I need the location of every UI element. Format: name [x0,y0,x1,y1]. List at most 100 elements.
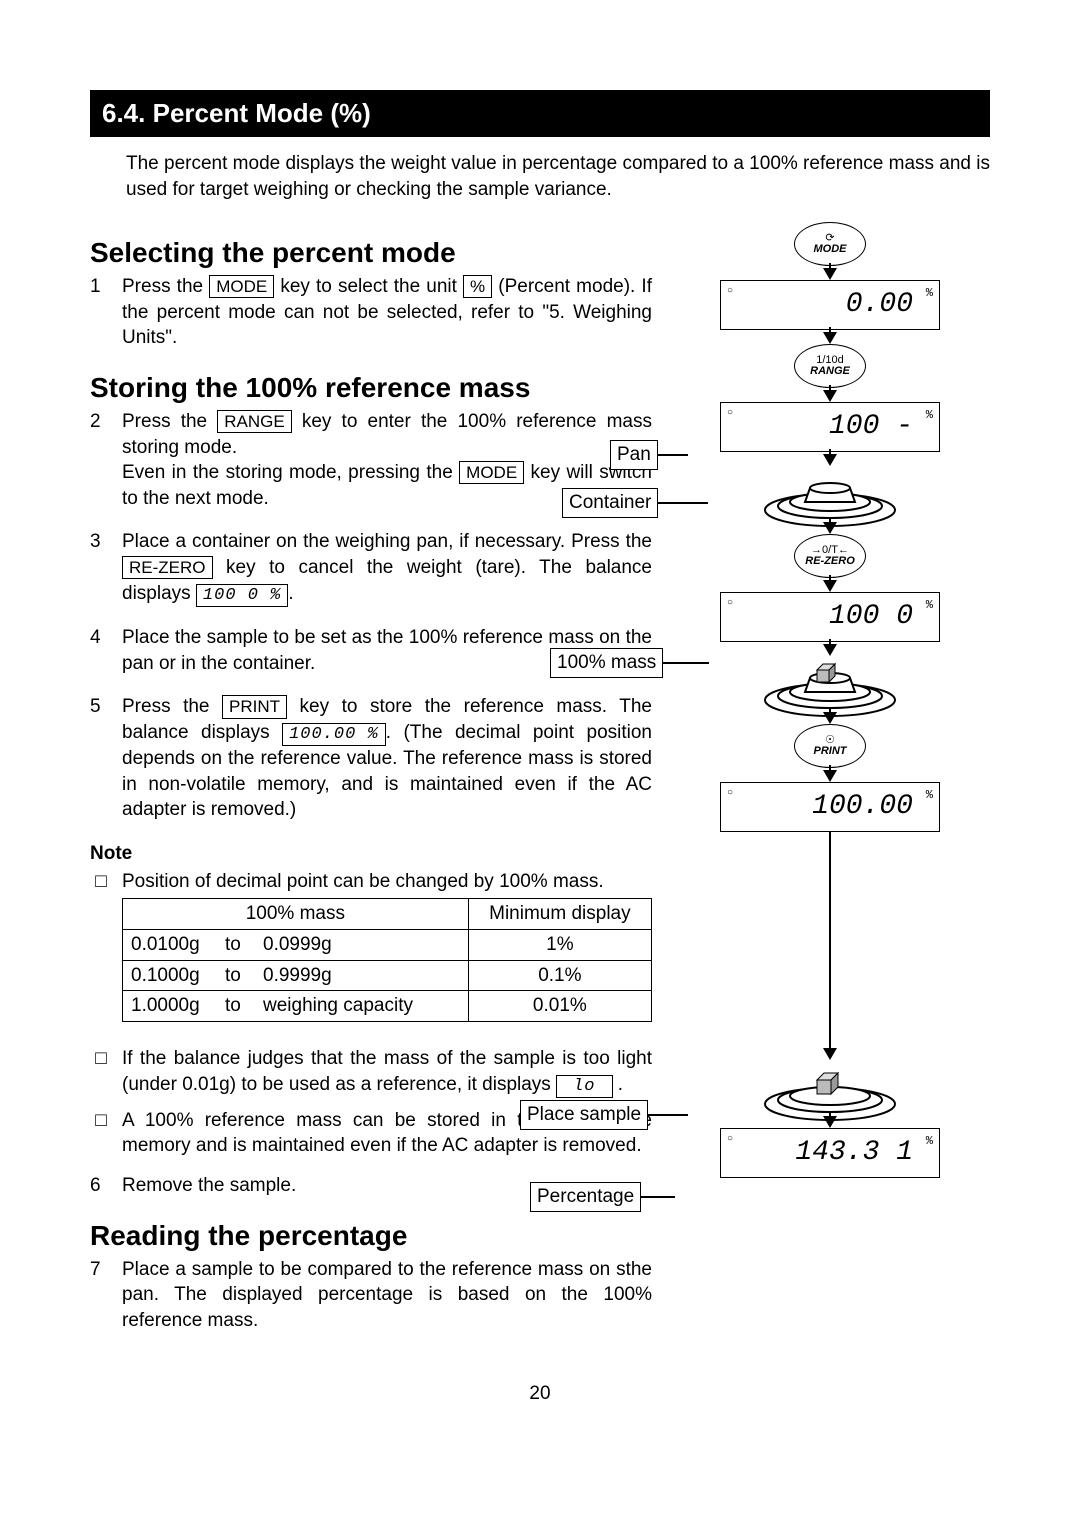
pan-sample-illustration [755,658,905,706]
step-number: 5 [90,694,112,823]
text: 0.9999g [263,963,332,989]
lcd-value: 143.3 1 [795,1134,913,1172]
text: Position of decimal point can be changed… [122,871,604,892]
table-cell-min: 1% [468,930,651,961]
arrow-down-icon [823,644,837,656]
step-number: 1 [90,274,112,351]
step-body: Press the PRINT key to store the referen… [122,694,652,823]
key-print: PRINT [222,695,287,718]
step-7: 7 Place a sample to be compared to the r… [90,1257,652,1334]
table-cell-range: 1.0000gtoweighing capacity [123,991,469,1022]
step-5: 5 Press the PRINT key to store the refer… [90,694,652,823]
table-cell-min: 0.1% [468,960,651,991]
label-container: Container [562,488,658,518]
pan-place-sample-illustration [755,1062,905,1110]
label-place-sample: Place sample [520,1100,648,1130]
button-mode-icon: ⟳ MODE [794,222,866,266]
heading-selecting: Selecting the percent mode [90,234,652,272]
note-bullet-2: □ If the balance judges that the mass of… [90,1046,652,1098]
two-column-layout: Selecting the percent mode 1 Press the M… [90,222,990,1351]
table-header: 100% mass [123,899,469,930]
text: . [288,583,293,604]
callout-line [658,502,708,504]
button-print-icon: ☉ PRINT [794,724,866,768]
arrow-down-icon [823,1116,837,1128]
callout-100mass: 100% mass [550,648,709,678]
mass-table: 100% mass Minimum display 0.0100gto0.099… [122,898,652,1022]
flow-diagram: ⟳ MODE 0.00 1/10d RANGE 100 - [670,222,990,1178]
table-row: 1.0000gtoweighing capacity 0.01% [123,991,652,1022]
text: 1.0000g [131,993,211,1019]
display-segment: 100.00 % [282,723,386,746]
lcd-display: 0.00 [720,280,940,330]
table-cell-range: 0.1000g to 0.9999g [123,960,469,991]
key-range: RANGE [217,410,291,433]
intro-paragraph: The percent mode displays the weight val… [126,151,990,202]
note-heading: Note [90,841,652,867]
callout-line [658,454,688,456]
bullet-icon: □ [90,869,112,1036]
text: Place a container on the weighing pan, i… [122,531,652,552]
lcd-value: 0.00 [846,286,913,324]
page-number: 20 [90,1381,990,1407]
step-body: Press the MODE key to select the unit % … [122,274,652,351]
lcd-value: 100.00 [812,788,913,826]
arrow-down-icon [823,454,837,466]
callout-place-sample: Place sample [520,1100,688,1130]
section-title: Percent Mode (%) [153,98,371,128]
callout-line [648,1114,688,1116]
arrow-down-icon [823,770,837,782]
button-label: RE-ZERO [805,556,855,567]
step-1: 1 Press the MODE key to select the unit … [90,274,652,351]
lcd-value: 100 - [829,408,913,446]
text: 0.1000g [131,963,211,989]
heading-reading: Reading the percentage [90,1217,652,1255]
text: Press the [122,411,217,432]
lcd-display: 100 - [720,402,940,452]
arrow-down-icon [823,390,837,402]
button-label: MODE [814,244,847,255]
heading-storing: Storing the 100% reference mass [90,369,652,407]
button-rezero-icon: →0/T← RE-ZERO [794,534,866,578]
table-row: 0.1000g to 0.9999g 0.1% [123,960,652,991]
key-mode: MODE [209,275,274,298]
callout-line [641,1196,675,1198]
key-percent: % [463,275,492,298]
note-bullet-1: □ Position of decimal point can be chang… [90,869,652,1036]
label-100mass: 100% mass [550,648,663,678]
text: . [613,1074,624,1095]
button-range-icon: 1/10d RANGE [794,344,866,388]
step-number: 2 [90,409,112,512]
button-label: PRINT [814,746,847,757]
table-cell-min: 0.01% [468,991,651,1022]
step-number: 7 [90,1257,112,1334]
section-title-bar: 6.4. Percent Mode (%) [90,90,990,137]
table-header: Minimum display [468,899,651,930]
lcd-display: 100 0 [720,592,940,642]
display-segment-lo: lo [556,1075,612,1098]
text: key to select the unit [274,276,463,297]
connector-line [829,832,831,1052]
label-pan: Pan [610,440,658,470]
bullet-icon: □ [90,1108,112,1159]
text: to [225,963,249,989]
callout-container: Container [562,488,708,518]
key-mode: MODE [459,461,524,484]
section-number: 6.4. [102,98,145,128]
right-column: ⟳ MODE 0.00 1/10d RANGE 100 - [670,222,990,1178]
text: to [225,993,249,1019]
lcd-display: 143.3 1 [720,1128,940,1178]
arrow-down-icon [823,268,837,280]
arrow-down-icon [823,332,837,344]
step-body: Place a sample to be compared to the ref… [122,1257,652,1334]
arrow-down-icon [823,712,837,724]
text: 0.0999g [263,932,332,958]
key-rezero: RE-ZERO [122,556,213,579]
bullet-body: If the balance judges that the mass of t… [122,1046,652,1098]
callout-percentage: Percentage [530,1182,675,1212]
lcd-display: 100.00 [720,782,940,832]
text: Even in the storing mode, pressing the [122,462,459,483]
step-number: 4 [90,625,112,676]
button-label: RANGE [810,366,850,377]
pan-container-illustration [755,468,905,516]
